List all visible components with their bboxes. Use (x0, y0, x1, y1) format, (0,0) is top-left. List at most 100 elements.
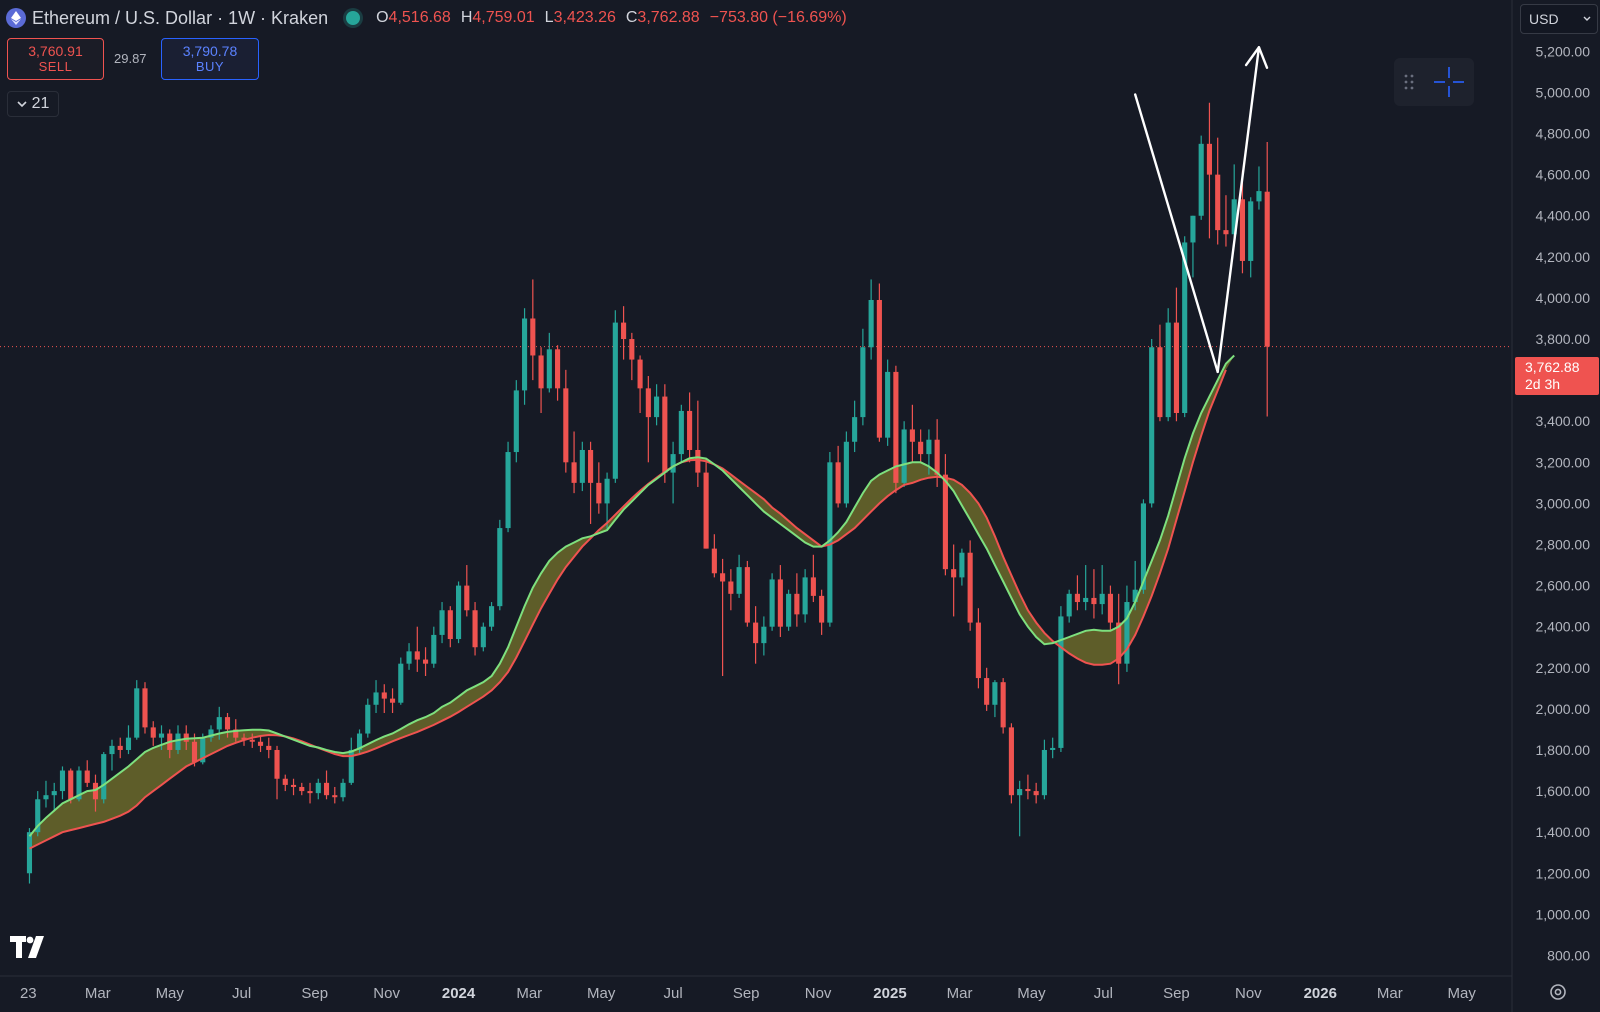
candle (835, 445, 841, 508)
candle-body (323, 782, 330, 796)
indicators-toggle[interactable]: 21 (7, 91, 59, 117)
candle-body (480, 626, 486, 648)
tradingview-logo-icon[interactable] (10, 936, 50, 958)
candle-body (637, 359, 643, 389)
candle (1198, 135, 1204, 220)
crosshair-icon[interactable] (1432, 65, 1466, 99)
candle-body (1116, 622, 1122, 664)
candle (1058, 606, 1064, 753)
currency-select[interactable]: USD (1520, 4, 1598, 34)
candle-body (1091, 597, 1097, 605)
candle-body (604, 478, 610, 504)
time-tick-label: May (1448, 985, 1477, 1002)
candle (257, 735, 264, 753)
candle (266, 737, 272, 759)
candle (1050, 737, 1056, 759)
time-tick-label: Sep (1163, 985, 1190, 1002)
candle-body (835, 462, 841, 504)
candle (522, 308, 528, 405)
candle (464, 565, 470, 617)
sell-button[interactable]: 3,760.91 SELL (7, 38, 104, 80)
candle (728, 569, 734, 611)
candle (711, 534, 717, 578)
price-tick-label: 1,600.00 (1536, 783, 1591, 799)
candle (489, 602, 495, 631)
gear-icon[interactable] (1548, 982, 1568, 1002)
candle (934, 419, 940, 487)
spread-value: 29.87 (114, 51, 147, 66)
candle-body (274, 749, 280, 779)
chevron-down-icon (17, 101, 27, 108)
candle (1248, 197, 1254, 278)
candle (1256, 166, 1262, 210)
candle (794, 573, 800, 627)
candle-body (555, 349, 561, 389)
candle (909, 404, 915, 463)
price-tick-label: 2,600.00 (1536, 578, 1591, 594)
candle-body (150, 727, 156, 738)
candle-body (489, 606, 495, 627)
time-tick-label: Mar (1377, 985, 1403, 1002)
candle (1041, 739, 1047, 800)
candle-body (505, 452, 511, 529)
candle-body (926, 439, 932, 455)
candle-body (1000, 682, 1006, 728)
ema-slow-line (29, 369, 1227, 850)
time-tick-label: Jul (663, 985, 682, 1002)
candle-body (406, 651, 412, 664)
candle-body (513, 390, 519, 453)
candle (1074, 575, 1080, 611)
high-value: 4,759.01 (472, 9, 535, 26)
candle (497, 519, 503, 611)
candle (340, 778, 346, 802)
candle (439, 602, 445, 644)
candle (348, 737, 354, 785)
candle (1239, 170, 1246, 274)
candle (1215, 137, 1221, 245)
candle (1140, 499, 1146, 594)
candle-body (241, 737, 247, 740)
candle-body (307, 791, 313, 794)
candle-body (117, 745, 123, 750)
ethereum-icon (6, 8, 26, 28)
candle-body (678, 410, 684, 455)
candle-body (629, 339, 635, 360)
candle-body (464, 585, 470, 611)
candle (472, 602, 478, 656)
candle (596, 462, 602, 514)
candle-body (901, 429, 907, 483)
candle-body (736, 567, 742, 594)
candle-body (769, 579, 775, 627)
candle-body (101, 754, 107, 800)
candle (736, 554, 742, 598)
candle (447, 606, 453, 648)
symbol-title[interactable]: Ethereum / U.S. Dollar · 1W · Kraken (32, 7, 329, 28)
buy-button[interactable]: 3,790.78 BUY (161, 38, 259, 80)
last-price-tag: 3,762.88 2d 3h (1515, 357, 1599, 395)
candle (43, 780, 49, 808)
candle (744, 560, 750, 627)
candle-body (1140, 503, 1146, 590)
drag-handle-icon[interactable] (1403, 73, 1415, 91)
annotations (1133, 46, 1269, 374)
candle (431, 626, 437, 668)
candle-body (951, 569, 957, 578)
candle-body (332, 795, 338, 798)
candle (1008, 723, 1014, 804)
candle-body (1041, 749, 1047, 796)
candle (687, 392, 693, 463)
market-status-icon[interactable] (346, 11, 361, 25)
candle-body (728, 581, 734, 594)
candle (142, 682, 148, 734)
candle-body (84, 770, 90, 783)
candle-body (654, 396, 660, 418)
candle-body (1025, 789, 1031, 792)
candle (637, 355, 643, 414)
candle-body (134, 688, 140, 738)
candle (893, 365, 899, 494)
candle-body (984, 678, 990, 705)
candle-body (918, 441, 924, 455)
candle-body (868, 299, 874, 348)
candle-body (315, 782, 321, 794)
